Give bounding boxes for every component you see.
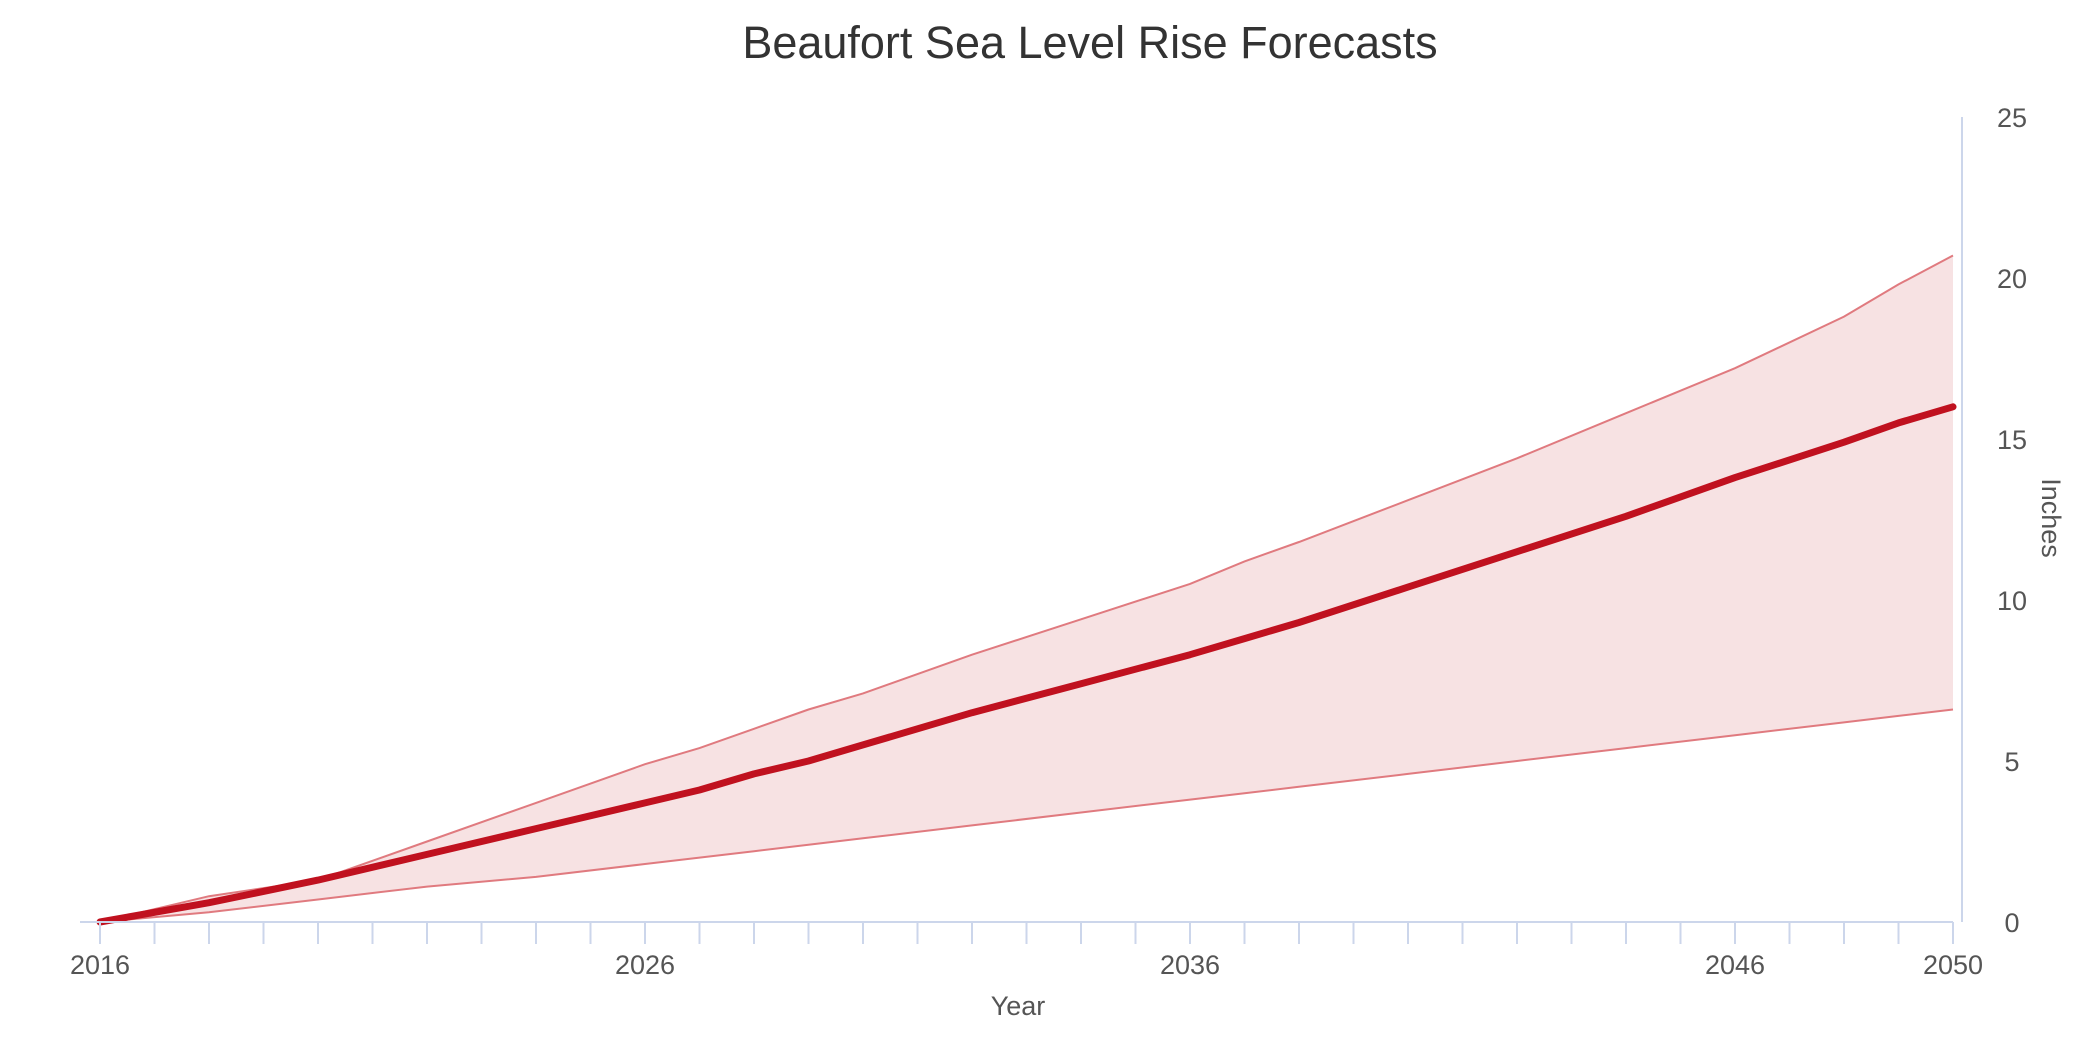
x-tick-label: 2050: [1923, 950, 1983, 980]
chart-title: Beaufort Sea Level Rise Forecasts: [742, 17, 1437, 68]
y-tick-label: 0: [2004, 908, 2019, 938]
y-tick-label: 10: [1997, 586, 2027, 616]
y-axis-title: Inches: [2036, 478, 2066, 558]
y-tick-label: 25: [1997, 103, 2027, 133]
upper-bound-line: [99, 254, 1954, 923]
x-tick-label: 2016: [70, 950, 130, 980]
series-layer: [96, 254, 1957, 926]
x-axis-title: Year: [991, 991, 1046, 1021]
x-tick-label: 2026: [615, 950, 675, 980]
y-tick-label: 20: [1997, 264, 2027, 294]
forecast-range-area: [100, 255, 1953, 922]
y-tick-label: 5: [2004, 747, 2019, 777]
median-forecast-line: [96, 403, 1957, 926]
y-tick-label: 15: [1997, 425, 2027, 455]
x-tick-label: 2046: [1705, 950, 1765, 980]
axis-layer: 2016 2026 2036 2046 2050 0 5 10 15 20 25: [70, 103, 2027, 980]
x-tick-label: 2036: [1160, 950, 1220, 980]
lower-bound-line: [99, 708, 1954, 923]
range-area-layer: [100, 255, 1953, 922]
